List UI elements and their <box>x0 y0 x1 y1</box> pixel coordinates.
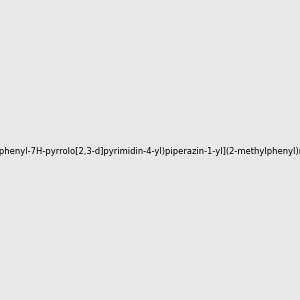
Text: [4-(5,7-diphenyl-7H-pyrrolo[2,3-d]pyrimidin-4-yl)piperazin-1-yl](2-methylphenyl): [4-(5,7-diphenyl-7H-pyrrolo[2,3-d]pyrimi… <box>0 147 300 156</box>
